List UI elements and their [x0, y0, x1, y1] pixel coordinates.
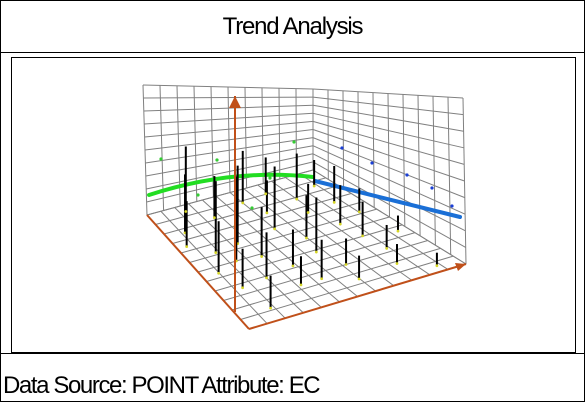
- projected-point-xz: [250, 206, 254, 210]
- window-title: Trend Analysis: [1, 1, 584, 53]
- projected-point-yz: [405, 173, 409, 177]
- floor-point: [344, 263, 348, 266]
- floor-point: [332, 200, 336, 204]
- back-wall-right-grid: [312, 88, 467, 265]
- floor-point: [185, 245, 189, 249]
- wall-right-hline: [312, 112, 465, 149]
- wall-right-hline: [312, 120, 465, 165]
- floor-edge-left: [146, 214, 250, 330]
- wall-right-hline: [312, 88, 464, 99]
- wall-right-hline: [312, 129, 465, 182]
- back-wall-left-grid: [142, 84, 314, 216]
- floor-point: [385, 246, 389, 250]
- wall-right-hline: [312, 104, 464, 132]
- floor-point: [295, 197, 299, 201]
- floor-point: [291, 264, 295, 268]
- data-source-label: Data Source: POINT Attribute: EC: [3, 372, 321, 399]
- floor-point: [299, 283, 303, 287]
- floor-point: [306, 211, 310, 214]
- floor-grid: [146, 169, 467, 330]
- floor-point: [320, 277, 324, 281]
- floor-point: [357, 210, 361, 214]
- floor-point: [241, 286, 245, 290]
- projected-point-xz: [196, 193, 200, 197]
- floor-line-a: [240, 255, 454, 320]
- floor-line-b: [298, 173, 449, 270]
- floor-point: [273, 227, 277, 231]
- wall-right-hline: [312, 145, 466, 215]
- floor-line-b: [285, 177, 431, 276]
- projected-point-yz: [370, 161, 374, 165]
- trend-plot-area[interactable]: [11, 57, 576, 353]
- wall-left-hline: [145, 145, 314, 177]
- floor-point: [264, 192, 268, 196]
- floor-point: [269, 306, 272, 310]
- floor-point: [241, 201, 245, 205]
- projected-point-xz: [215, 158, 219, 162]
- wall-left-hline: [142, 84, 314, 90]
- wall-left-hline: [145, 137, 314, 164]
- floor-point: [357, 277, 361, 281]
- projected-point-xz: [268, 176, 272, 180]
- wall-right-hline: [312, 153, 466, 232]
- arrow-right-icon: [455, 263, 466, 271]
- floor-point: [338, 222, 342, 226]
- floor-point: [212, 216, 216, 220]
- floor-point: [395, 262, 399, 265]
- trend-line-yz: [313, 179, 462, 219]
- floor-point: [312, 184, 316, 188]
- projected-point-yz: [340, 146, 344, 150]
- wall-left-hline: [146, 161, 314, 203]
- floor-point: [396, 229, 400, 233]
- wall-right-hline: [312, 161, 466, 248]
- floor-point: [184, 210, 188, 213]
- wall-left-hline: [144, 112, 314, 125]
- arrow-up-icon: [229, 96, 241, 108]
- wall-left-hline: [143, 96, 314, 99]
- floor-point: [305, 236, 308, 240]
- status-bar: Data Source: POINT Attribute: EC: [1, 353, 584, 402]
- wall-left-hline: [146, 153, 314, 190]
- floor-point: [217, 271, 221, 275]
- floor-point: [260, 255, 264, 258]
- projected-point-yz: [450, 204, 454, 208]
- projected-points: [159, 140, 454, 210]
- floor-point: [361, 234, 365, 238]
- trend-lines: [147, 172, 462, 219]
- wall-left-hline: [144, 129, 314, 151]
- floor-point: [314, 250, 318, 254]
- trend-curve-xz: [147, 172, 315, 197]
- wall-right-hline: [312, 137, 465, 199]
- floor-point: [214, 251, 218, 255]
- axes: [146, 96, 467, 330]
- wall-left-hline: [143, 104, 314, 112]
- floor-edge-right: [248, 263, 467, 330]
- floor-point: [435, 264, 439, 268]
- wall-left-hline: [144, 120, 314, 138]
- floor-point: [265, 211, 269, 215]
- floor-point: [265, 276, 268, 280]
- floor-line-a: [231, 247, 441, 311]
- trend-3d-plot: [142, 84, 467, 330]
- projected-point-yz: [430, 186, 434, 190]
- projected-point-xz: [159, 157, 163, 161]
- wall-right-hline: [312, 96, 464, 116]
- projected-point-xz: [292, 140, 296, 144]
